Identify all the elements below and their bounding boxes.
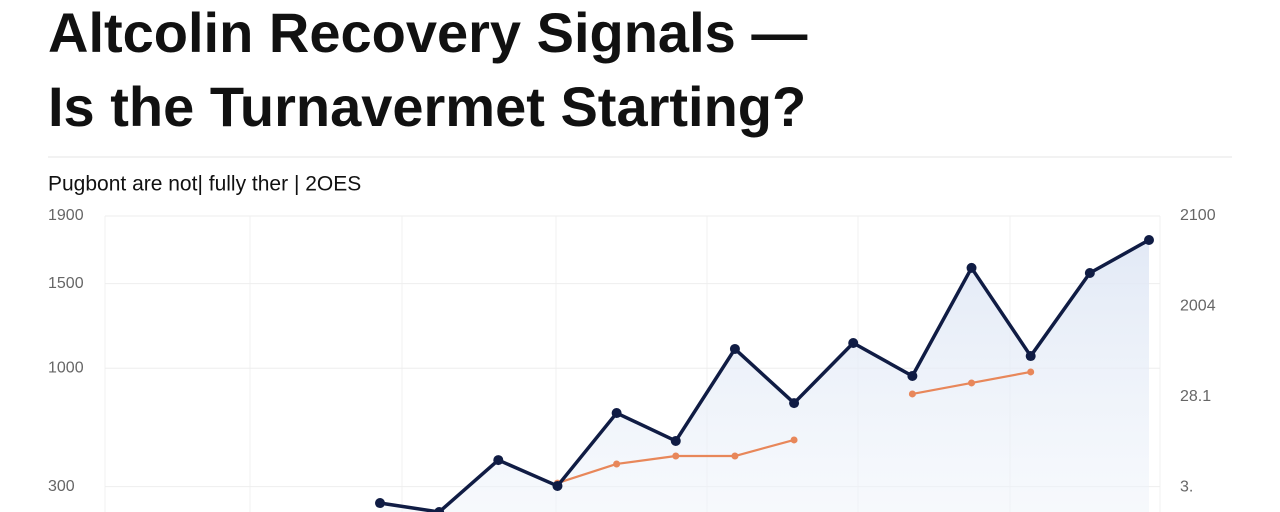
point [1144,235,1154,246]
point [493,455,504,466]
chart-title: Is the Turnavermet Starting? [48,75,806,138]
point [731,452,739,460]
y-tick-label: 1500 [48,275,84,292]
point [789,398,800,409]
right-axis-label: 28.1 [1180,388,1211,405]
point [552,480,563,491]
point [790,436,798,444]
point [968,379,976,387]
point [1027,368,1035,376]
subtitle: Pugbont are not| fully ther | 2OES [48,173,361,196]
point [1025,351,1036,362]
point [848,338,859,349]
point [434,507,445,512]
point [908,390,916,398]
point [670,435,681,446]
y-tick-label: 1900 [48,207,84,224]
point [613,460,621,468]
point [966,262,977,273]
point [729,343,740,354]
point [1084,268,1095,279]
right-axis-label: 2100 [1180,207,1216,224]
point [611,408,622,419]
y-tick-label: 1000 [48,359,84,376]
chart-title: Altcolin Recovery Signals — [48,1,807,64]
y-tick-label: 300 [48,478,75,495]
point [672,452,680,460]
series-line [379,238,1150,512]
right-axis-label: 3. [1180,479,1193,496]
point [375,498,385,509]
point [907,371,918,382]
right-axis-label: 2004 [1180,298,1216,315]
